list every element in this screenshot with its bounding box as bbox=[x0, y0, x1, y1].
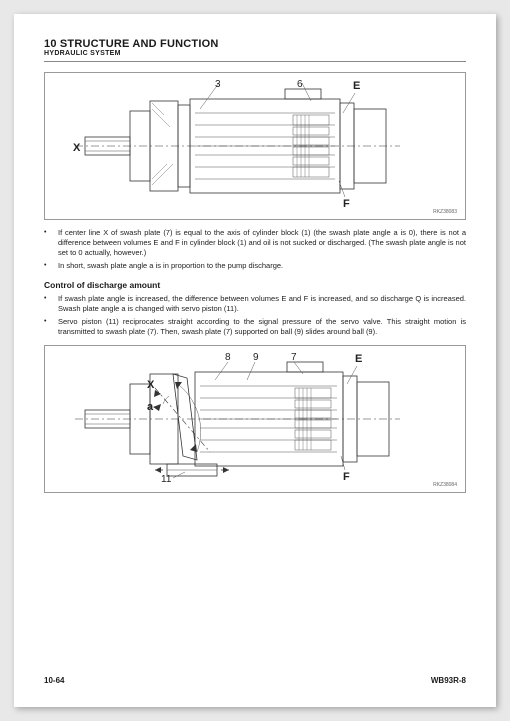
page: 10 STRUCTURE AND FUNCTION HYDRAULIC SYST… bbox=[14, 14, 496, 707]
section-heading-discharge: Control of discharge amount bbox=[44, 280, 466, 290]
bullet-marker: • bbox=[44, 294, 58, 314]
bullet-marker: • bbox=[44, 228, 58, 258]
header-rule bbox=[44, 61, 466, 62]
callout-7: 7 bbox=[291, 352, 297, 363]
figure-2-id: RKZ38084 bbox=[433, 482, 457, 488]
footer: 10-64 WB93R-8 bbox=[44, 676, 466, 685]
bullet-list-2: • If swash plate angle is increased, the… bbox=[44, 294, 466, 338]
bullet-item: • If swash plate angle is increased, the… bbox=[44, 294, 466, 314]
bullet-item: • Servo piston (11) reciprocates straigh… bbox=[44, 317, 466, 337]
pump-diagram-2: 8 9 7 E F X a 11 bbox=[55, 352, 455, 482]
callout-x2: X bbox=[147, 379, 155, 391]
callout-f: F bbox=[343, 198, 350, 209]
bullet-item: • If center line X of swash plate (7) is… bbox=[44, 228, 466, 258]
callout-e2: E bbox=[355, 353, 362, 365]
subsystem-label: HYDRAULIC SYSTEM bbox=[44, 50, 466, 57]
callout-11: 11 bbox=[161, 474, 172, 482]
pump-diagram-1: 3 6 E F X bbox=[55, 79, 455, 209]
header: 10 STRUCTURE AND FUNCTION HYDRAULIC SYST… bbox=[44, 38, 466, 57]
bullet-text: If swash plate angle is increased, the d… bbox=[58, 294, 466, 314]
callout-6: 6 bbox=[297, 79, 303, 90]
callout-8: 8 bbox=[225, 352, 231, 363]
callout-f2: F bbox=[343, 471, 350, 482]
bullet-item: • In short, swash plate angle a is in pr… bbox=[44, 261, 466, 271]
figure-1: 3 6 E F X RKZ38083 bbox=[44, 72, 466, 220]
bullet-list-1: • If center line X of swash plate (7) is… bbox=[44, 228, 466, 272]
bullet-text: Servo piston (11) reciprocates straight … bbox=[58, 317, 466, 337]
page-number: 10-64 bbox=[44, 676, 64, 685]
model-code: WB93R-8 bbox=[431, 676, 466, 685]
callout-3: 3 bbox=[215, 79, 221, 90]
bullet-text: If center line X of swash plate (7) is e… bbox=[58, 228, 466, 258]
bullet-text: In short, swash plate angle a is in prop… bbox=[58, 261, 466, 271]
bullet-marker: • bbox=[44, 261, 58, 271]
chapter-title: 10 STRUCTURE AND FUNCTION bbox=[44, 38, 466, 50]
figure-2: 8 9 7 E F X a 11 RKZ38084 bbox=[44, 345, 466, 493]
callout-a: a bbox=[147, 401, 154, 413]
callout-9: 9 bbox=[253, 352, 259, 363]
callout-e: E bbox=[353, 80, 360, 92]
figure-1-id: RKZ38083 bbox=[433, 209, 457, 215]
bullet-marker: • bbox=[44, 317, 58, 337]
callout-x: X bbox=[73, 142, 81, 154]
